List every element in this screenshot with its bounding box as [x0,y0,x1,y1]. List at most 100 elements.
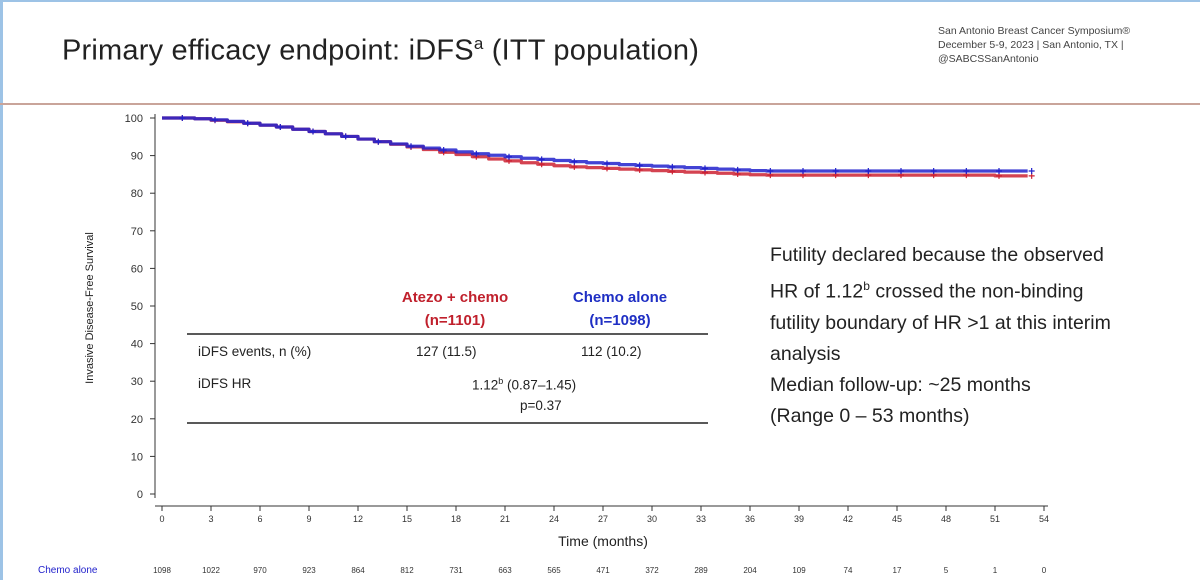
risk-count: 204 [743,566,757,575]
risk-count: 17 [893,566,902,575]
table-header-atezo: Atezo + chemo (n=1101) [370,286,540,332]
x-tick-label: 9 [306,514,311,524]
censor-mark [342,133,349,140]
risk-count: 471 [596,566,610,575]
risk-count: 663 [498,566,512,575]
x-tick-label: 12 [353,514,363,524]
conference-handle: @SABCSSanAntonio [938,53,1039,65]
conference-dates: December 5-9, 2023 | San Antonio, TX | [938,39,1124,51]
futility-note: Futility declared because the observed H… [770,240,1190,432]
x-tick-label: 54 [1039,514,1049,524]
censor-mark [898,168,904,175]
censor-mark [473,150,480,157]
note-line-6: (Range 0 – 53 months) [770,404,970,427]
atezo-n: (n=1101) [424,312,486,329]
x-tick-label: 51 [990,514,1000,524]
y-tick-label: 90 [131,151,143,163]
row-events-label: iDFS events, n (%) [198,344,312,359]
x-axis-label: Time (months) [558,533,648,549]
censor-mark [996,168,1002,175]
censor-mark [212,116,218,123]
slide-title: Primary efficacy endpoint: iDFSa (ITT po… [62,34,699,68]
title-main: Primary efficacy endpoint: iDFS [62,34,474,67]
censor-mark [832,168,839,175]
row-hr-label: iDFS HR [198,376,252,391]
x-tick-label: 0 [159,514,164,524]
x-tick-label: 21 [500,514,510,524]
censor-mark [408,143,414,150]
risk-count: 5 [944,566,949,575]
x-tick-label: 24 [549,514,559,524]
censor-mark [734,166,741,173]
censor-mark [310,128,316,135]
note-line-1: Futility declared because the observed [770,244,1104,266]
x-tick-label: 15 [402,514,412,524]
censor-mark [538,156,545,163]
note-line-5: Median follow-up: ~25 months [770,373,1031,396]
x-tick-label: 33 [696,514,706,524]
x-tick-label: 42 [843,514,853,524]
risk-count: 1098 [153,566,171,575]
risk-count: 864 [351,566,365,575]
x-tick-label: 39 [794,514,804,524]
censor-mark [963,168,970,175]
censor-mark [571,163,578,170]
note-line-2: HR of 1.12b crossed the non-binding [770,271,1190,308]
x-tick-label: 45 [892,514,902,524]
frame-left-border [0,0,3,580]
hr-value: 1.12 [472,377,499,393]
x-tick-label: 48 [941,514,951,524]
y-tick-label: 70 [131,226,143,238]
risk-count: 1 [993,566,998,575]
note-line-3: futility boundary of HR >1 at this inter… [770,311,1111,334]
censor-mark [1028,168,1035,175]
censor-mark [930,168,937,175]
x-tick-label: 18 [451,514,461,524]
risk-count: 289 [694,566,708,575]
censor-mark [604,160,610,167]
risk-count: 970 [253,566,267,575]
censor-mark [669,163,676,170]
conference-info: San Antonio Breast Cancer Symposium® Dec… [938,24,1130,66]
y-tick-label: 10 [131,451,143,463]
y-tick-label: 20 [131,414,143,426]
y-tick-label: 30 [131,376,143,388]
censor-mark [636,162,643,169]
censor-mark [571,158,578,165]
conference-name: San Antonio Breast Cancer Symposium® [938,25,1131,37]
km-curve-chemo [162,116,1028,173]
y-axis-label: Invasive Disease-Free Survival [84,232,96,384]
censor-mark [244,120,251,127]
row-events-atezo: 127 (11.5) [416,344,477,359]
x-tick-label: 27 [598,514,608,524]
chemo-n: (n=1098) [589,312,651,329]
risk-count: 923 [302,566,316,575]
y-tick-label: 60 [131,263,143,275]
censor-mark [277,124,284,131]
censor-mark [506,153,512,160]
censor-mark [800,168,806,175]
x-tick-label: 36 [745,514,755,524]
censor-mark [179,115,186,121]
title-superscript: a [473,34,484,53]
y-tick-label: 40 [131,339,143,351]
note-line-2-pre: HR of 1.12 [770,280,864,303]
chemo-name: Chemo alone [572,289,668,306]
title-divider [0,103,1200,105]
x-tick-label: 6 [257,514,262,524]
censor-mark [440,146,447,153]
y-tick-label: 0 [137,489,143,501]
censor-mark [865,168,872,175]
risk-count: 109 [792,566,806,575]
x-tick-label: 3 [208,514,213,524]
hr-ci: (0.87–1.45) [503,377,577,393]
risk-count: 812 [400,566,414,575]
y-tick-label: 80 [131,188,143,200]
table-header-chemo: Chemo alone (n=1098) [540,286,700,332]
y-tick-label: 50 [131,301,143,313]
risk-count: 372 [645,566,659,575]
frame-top-border [0,0,1200,2]
row-events-chemo: 112 (10.2) [581,344,642,359]
